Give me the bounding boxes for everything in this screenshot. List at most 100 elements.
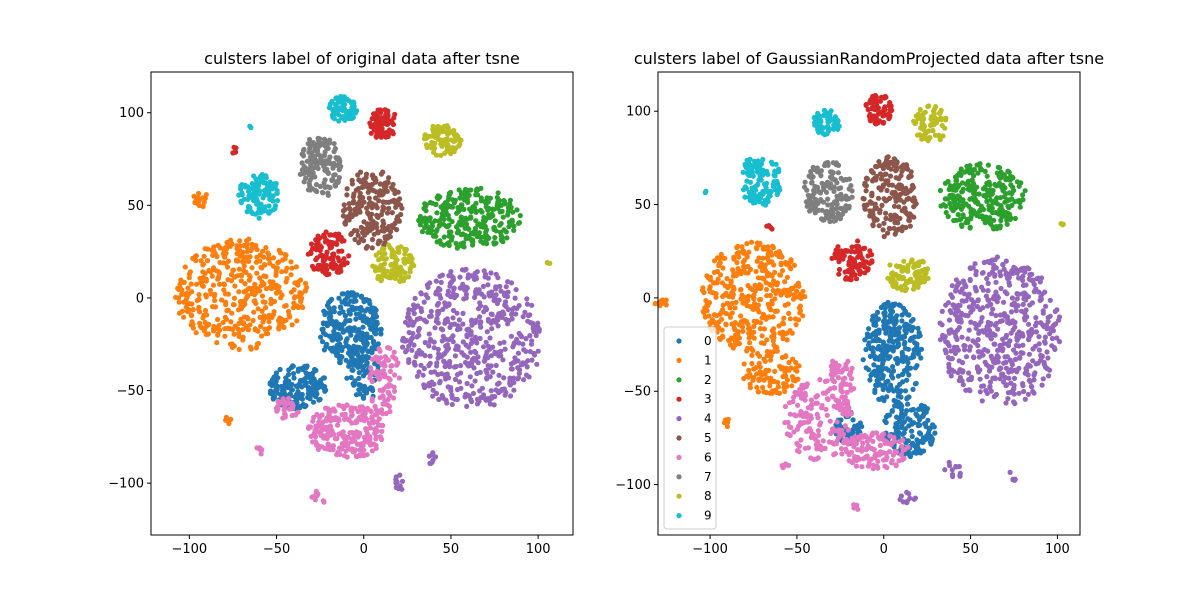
scatter-point [474, 210, 479, 215]
scatter-point [495, 275, 500, 280]
scatter-point [222, 334, 227, 339]
scatter-point [1023, 188, 1028, 193]
scatter-point [782, 288, 787, 293]
scatter-point [970, 178, 975, 183]
scatter-point [478, 325, 483, 330]
scatter-point [296, 367, 301, 372]
scatter-point [496, 190, 501, 195]
scatter-point [263, 300, 268, 305]
scatter-point [347, 206, 352, 211]
scatter-point [760, 385, 765, 390]
scatter-point [911, 450, 916, 455]
scatter-point [751, 366, 756, 371]
scatter-point [361, 373, 366, 378]
scatter-point [348, 232, 353, 237]
right-chart-title: culsters label of GaussianRandomProjecte… [634, 49, 1104, 68]
scatter-point [946, 300, 951, 305]
scatter-point [333, 183, 338, 188]
scatter-point [323, 177, 328, 182]
scatter-point [457, 275, 462, 280]
scatter-point [988, 380, 993, 385]
scatter-point [392, 188, 397, 193]
scatter-point [906, 438, 911, 443]
scatter-point [772, 379, 777, 384]
scatter-point [978, 166, 983, 171]
scatter-point [962, 347, 967, 352]
scatter-point [1020, 343, 1025, 348]
scatter-point [1027, 378, 1032, 383]
scatter-point [391, 395, 396, 400]
scatter-point [943, 348, 948, 353]
scatter-point [1007, 212, 1012, 217]
scatter-point [312, 367, 317, 372]
scatter-point [370, 264, 375, 269]
scatter-point [986, 288, 991, 293]
scatter-point [460, 311, 465, 316]
scatter-point [418, 316, 423, 321]
scatter-point [371, 356, 376, 361]
scatter-point [469, 383, 474, 388]
scatter-point [735, 331, 740, 336]
scatter-point [491, 225, 496, 230]
scatter-point [1015, 296, 1020, 301]
scatter-point [980, 353, 985, 358]
scatter-point [754, 269, 759, 274]
scatter-point [866, 253, 871, 258]
scatter-point [491, 240, 496, 245]
scatter-point [1037, 341, 1042, 346]
scatter-point [1026, 322, 1031, 327]
scatter-point [381, 199, 386, 204]
scatter-point [1000, 337, 1005, 342]
scatter-point [379, 429, 384, 434]
scatter-point [724, 291, 729, 296]
scatter-point [249, 347, 254, 352]
scatter-point [394, 217, 399, 222]
scatter-point [942, 467, 947, 472]
scatter-point [861, 357, 866, 362]
scatter-point [1022, 317, 1027, 322]
scatter-point [440, 273, 445, 278]
scatter-point [1003, 400, 1008, 405]
scatter-point [893, 425, 898, 430]
scatter-point [918, 405, 923, 410]
scatter-point [246, 259, 251, 264]
scatter-point [289, 266, 294, 271]
scatter-point [286, 367, 291, 372]
scatter-point [447, 325, 452, 330]
scatter-point [747, 340, 752, 345]
scatter-point [464, 404, 469, 409]
scatter-point [257, 216, 262, 221]
scatter-point [481, 392, 486, 397]
scatter-point [518, 213, 523, 218]
scatter-point [731, 273, 736, 278]
scatter-point [772, 296, 777, 301]
scatter-point [710, 317, 715, 322]
scatter-point [955, 193, 960, 198]
scatter-point [348, 211, 353, 216]
scatter-point [769, 283, 774, 288]
scatter-point [735, 266, 740, 271]
scatter-point [467, 207, 472, 212]
scatter-point [353, 431, 358, 436]
scatter-point [773, 309, 778, 314]
scatter-point [978, 377, 983, 382]
scatter-point [458, 386, 463, 391]
scatter-point [998, 312, 1003, 317]
scatter-point [487, 366, 492, 371]
scatter-point [446, 337, 451, 342]
scatter-point [325, 169, 330, 174]
scatter-point [1004, 259, 1009, 264]
scatter-point [1004, 291, 1009, 296]
scatter-point [316, 166, 321, 171]
scatter-point [1052, 322, 1057, 327]
scatter-point [464, 292, 469, 297]
scatter-point [972, 321, 977, 326]
scatter-point [348, 333, 353, 338]
scatter-point [240, 327, 245, 332]
scatter-point [487, 335, 492, 340]
scatter-point [516, 375, 521, 380]
scatter-point [756, 389, 761, 394]
scatter-point [237, 238, 242, 243]
scatter-point [367, 434, 372, 439]
scatter-point [925, 418, 930, 423]
